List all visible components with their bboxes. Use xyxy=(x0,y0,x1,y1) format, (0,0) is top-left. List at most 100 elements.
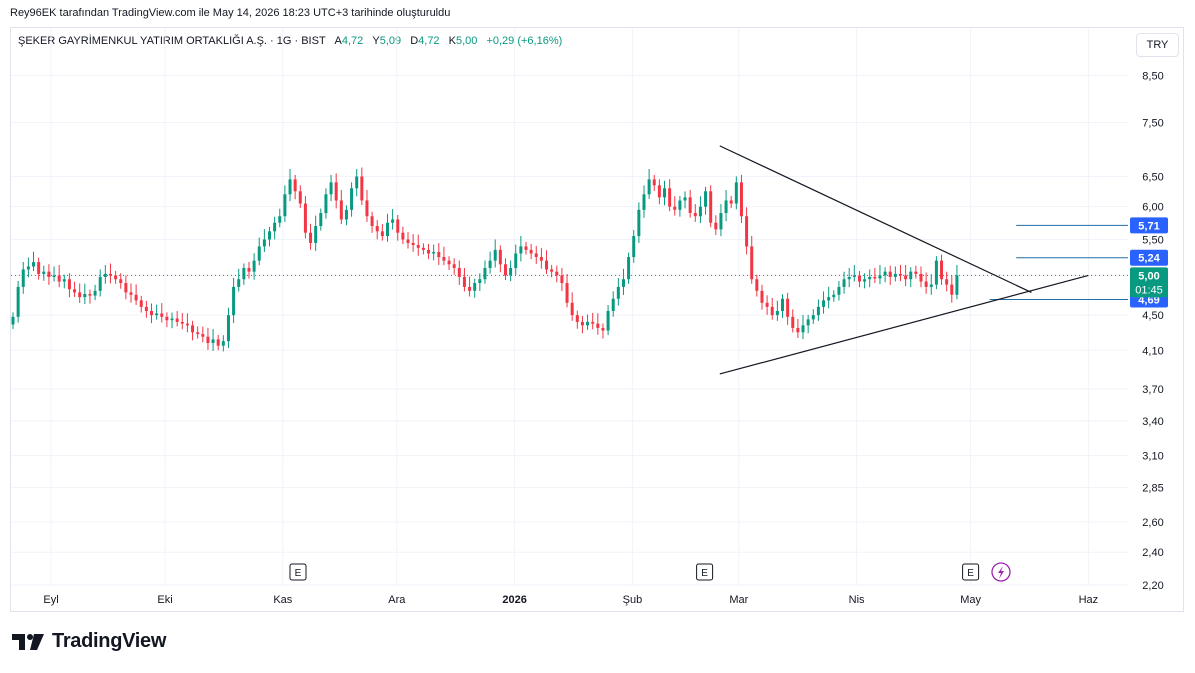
candle-body xyxy=(816,306,820,316)
candle-body xyxy=(904,275,908,280)
candle-body xyxy=(442,257,446,261)
chart-caption: Rey96EK tarafından TradingView.com ile M… xyxy=(10,7,451,19)
candle-body xyxy=(596,323,600,328)
candle-body xyxy=(832,294,836,298)
low-value: 4,72 xyxy=(418,35,440,47)
candle-body xyxy=(837,286,841,295)
candle-body xyxy=(898,273,902,276)
candle-body xyxy=(668,188,672,207)
candle-body xyxy=(503,264,507,276)
candle-body xyxy=(539,257,543,261)
candle-body xyxy=(796,327,800,333)
candle-body xyxy=(739,182,743,217)
candle-body xyxy=(268,231,271,240)
x-tick-label: Eki xyxy=(157,594,172,606)
candle-body xyxy=(319,213,323,227)
candle-body xyxy=(108,273,112,276)
candle-body xyxy=(565,283,569,303)
candle-body xyxy=(216,339,220,346)
candle-body xyxy=(842,279,846,287)
candle-body xyxy=(67,279,71,290)
candle-body xyxy=(570,302,574,316)
candle-body xyxy=(468,286,472,291)
candle-body xyxy=(62,279,66,282)
candle-body xyxy=(919,273,923,282)
candle-body xyxy=(406,239,410,243)
trendline xyxy=(719,145,1032,293)
candle-body xyxy=(724,200,728,214)
candle-body xyxy=(729,200,733,204)
candle-body xyxy=(57,275,61,282)
candle-body xyxy=(621,279,625,287)
candle-body xyxy=(329,182,333,195)
y-tick-label: 3,40 xyxy=(1142,416,1163,428)
candle-body xyxy=(278,216,282,223)
candle-body xyxy=(663,188,667,198)
candle-body xyxy=(309,232,313,243)
candle-body xyxy=(339,200,343,220)
candle-body xyxy=(632,236,636,258)
y-tick-label: 4,10 xyxy=(1142,345,1163,357)
candle-body xyxy=(601,327,605,331)
candle-body xyxy=(683,197,687,201)
y-tick-label: 3,70 xyxy=(1142,384,1163,396)
candle-body xyxy=(283,194,287,217)
lightning-bolt xyxy=(998,566,1004,579)
candle-body xyxy=(678,200,682,210)
earnings-marker xyxy=(696,563,714,581)
candle-body xyxy=(652,179,656,186)
high-label: Y xyxy=(372,35,380,47)
candle-body xyxy=(498,249,502,265)
candle-body xyxy=(934,260,938,285)
candle-body xyxy=(806,319,810,326)
chart-frame xyxy=(10,27,1184,612)
y-tick-label: 2,20 xyxy=(1142,580,1163,592)
candle-body xyxy=(32,262,36,267)
candle-body xyxy=(478,279,482,284)
candle-body xyxy=(509,267,513,276)
candle-body xyxy=(350,188,354,210)
candle-body xyxy=(560,275,564,284)
candle-body xyxy=(375,226,379,232)
candle-body xyxy=(103,273,107,277)
close-value: 5,00 xyxy=(455,35,478,47)
candle-body xyxy=(314,226,318,243)
candle-body xyxy=(303,203,307,233)
candle-body xyxy=(196,332,200,335)
candle-body xyxy=(78,292,82,298)
candle-body xyxy=(355,176,359,189)
current-price-box xyxy=(1130,267,1168,298)
earnings-marker-label: E xyxy=(701,568,708,579)
candle-body xyxy=(457,267,461,277)
candle-body xyxy=(529,249,533,254)
candle-body xyxy=(734,182,738,204)
candle-body xyxy=(11,316,15,325)
candle-body xyxy=(370,216,374,227)
tradingview-brand: TradingView xyxy=(52,630,167,652)
candle-body xyxy=(811,315,815,320)
candle-body xyxy=(688,197,692,214)
price-label-box xyxy=(1130,217,1168,234)
candle-body xyxy=(206,336,210,343)
candle-body xyxy=(519,246,523,254)
open-label: A xyxy=(334,35,342,47)
x-tick-label: Haz xyxy=(1079,594,1099,606)
close-label: K xyxy=(448,35,456,47)
candle-body xyxy=(781,298,784,311)
candle-body xyxy=(252,260,256,272)
candle-body xyxy=(914,271,918,274)
tradingview-logo[interactable]: TradingView xyxy=(12,630,166,653)
open-value: 4,72 xyxy=(341,35,364,47)
candle-body xyxy=(586,321,590,326)
current-price-text: 5,00 xyxy=(1138,270,1159,282)
candle-body xyxy=(801,325,805,333)
candle-body xyxy=(175,318,179,322)
candle-body xyxy=(791,316,795,328)
y-tick-label: 6,50 xyxy=(1142,171,1163,183)
candle-body xyxy=(257,246,261,261)
candle-body xyxy=(775,310,779,316)
candle-body xyxy=(760,290,764,303)
currency-button[interactable]: TRY xyxy=(1136,33,1179,57)
candle-body xyxy=(447,260,451,265)
